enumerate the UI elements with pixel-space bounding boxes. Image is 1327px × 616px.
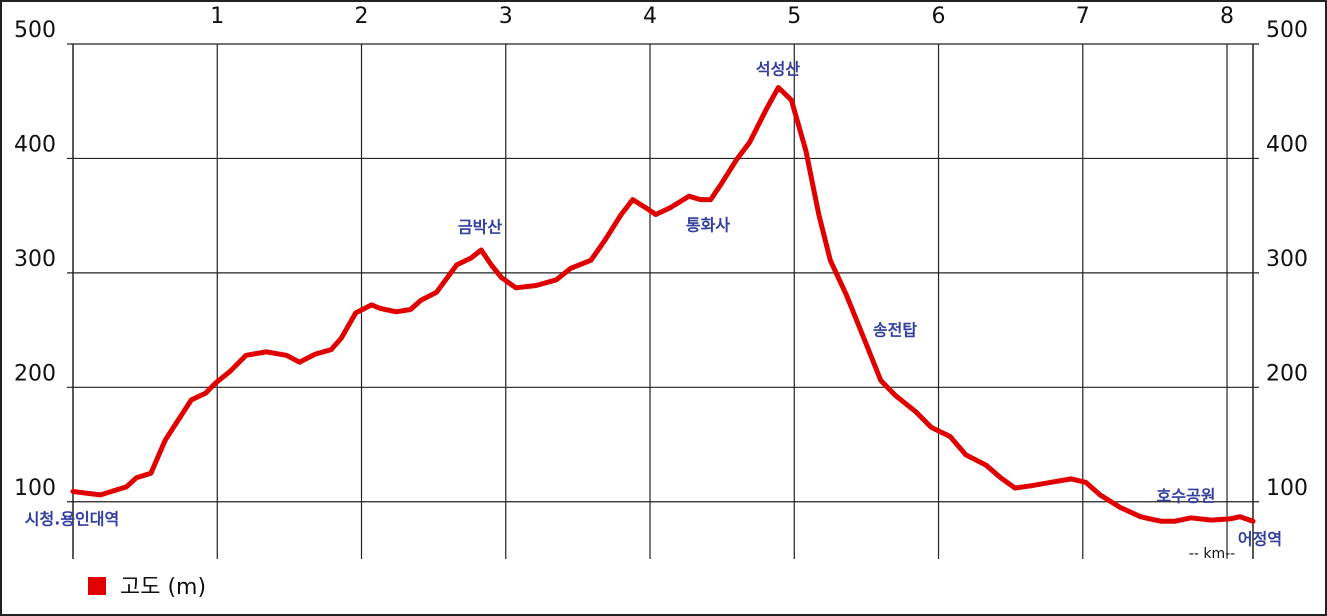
y-tick-label: 100	[14, 476, 56, 501]
y-tick-label: 500	[14, 18, 56, 43]
x-tick-label: 3	[499, 4, 513, 29]
x-tick-label: 1	[210, 4, 224, 29]
annotation: 석성산	[756, 60, 800, 79]
y-tick-label-right: 300	[1266, 247, 1308, 272]
y-tick-label-right: 100	[1266, 476, 1308, 501]
annotation: 통화사	[686, 216, 730, 235]
x-axis-label: -- km--	[1189, 546, 1235, 562]
x-tick-label: 6	[932, 4, 946, 29]
annotation: 송전탑	[873, 321, 917, 340]
x-tick-label: 8	[1220, 4, 1234, 29]
x-tick-label: 2	[355, 4, 369, 29]
annotation: 호수공원	[1157, 487, 1216, 506]
y-tick-label: 300	[14, 247, 56, 272]
y-tick-label-right: 500	[1266, 18, 1308, 43]
legend-swatch	[88, 577, 106, 595]
legend-label: 고도 (m)	[120, 575, 206, 600]
y-tick-label: 200	[14, 361, 56, 386]
y-tick-label-right: 200	[1266, 361, 1308, 386]
x-tick-label: 5	[787, 4, 801, 29]
elevation-line	[70, 85, 1256, 524]
y-tick-label: 400	[14, 132, 56, 157]
annotation: 어정역	[1238, 530, 1282, 549]
annotation: 금박산	[458, 218, 502, 237]
y-tick-label-right: 400	[1266, 132, 1308, 157]
x-tick-label: 7	[1076, 4, 1090, 29]
annotation: 시청.용인대역	[25, 510, 119, 529]
x-tick-label: 4	[643, 4, 657, 29]
